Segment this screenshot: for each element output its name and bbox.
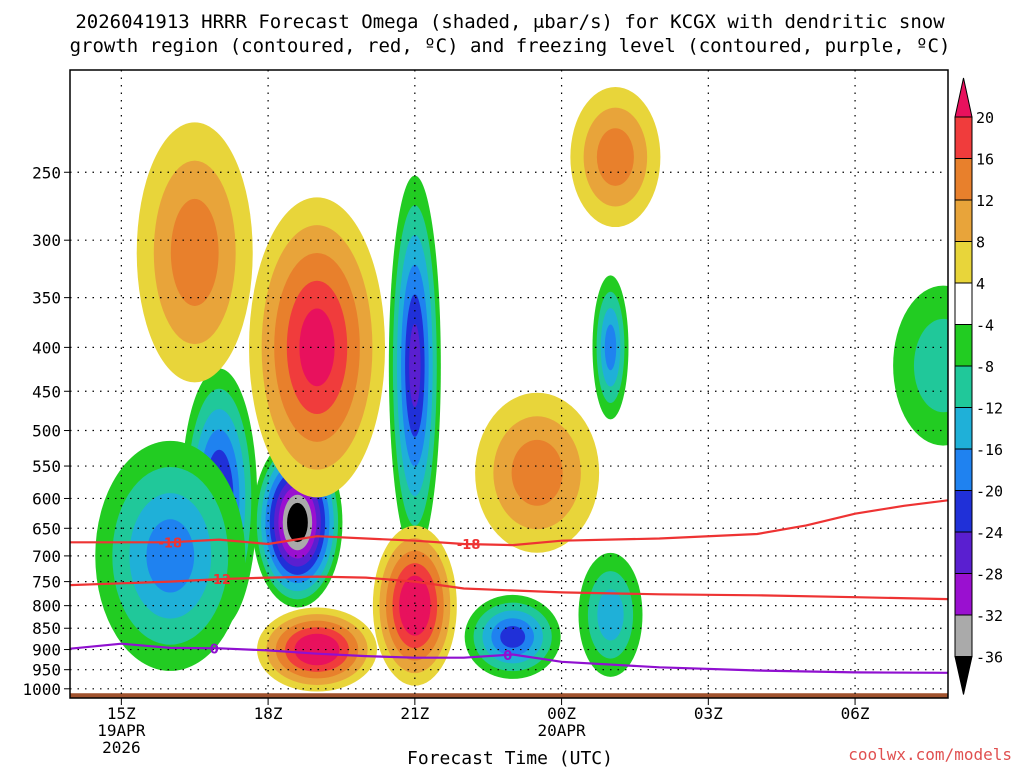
omega-cell-ascent-lower-23z xyxy=(464,594,561,679)
y-tick-label-550: 550 xyxy=(32,457,61,476)
omega-cell-descent-18z-low xyxy=(257,607,378,692)
x-tick-label-4-0: 03Z xyxy=(694,704,723,723)
omega-band-ascent-core-18z--40 xyxy=(291,511,304,534)
x-axis-label: Forecast Time (UTC) xyxy=(407,748,613,768)
y-tick-label-350: 350 xyxy=(32,289,61,308)
x-tick-label-3-0: 00Z xyxy=(547,704,576,723)
contour-freezing-level-0c xyxy=(70,642,948,674)
omega-band-ascent-lower-23z--20 xyxy=(500,626,526,648)
colorbar-label-12: -32 xyxy=(976,607,1003,625)
colorbar-segment-4 xyxy=(954,241,973,284)
colorbar-segment-10 xyxy=(954,490,973,533)
omega-cell-ascent-01z-low xyxy=(578,552,643,677)
omega-cell-descent-23z-mid xyxy=(475,392,600,553)
colorbar-segment-3 xyxy=(954,199,973,242)
omega-shading xyxy=(95,87,948,692)
colorbar-segment-6 xyxy=(954,324,973,367)
y-tick-label-250: 250 xyxy=(32,163,61,182)
omega-cell-descent-01z-upper xyxy=(570,87,661,228)
y-tick-label-400: 400 xyxy=(32,338,61,357)
y-tick-label-650: 650 xyxy=(32,519,61,538)
omega-band-descent-19z-upper-20 xyxy=(299,308,335,387)
colorbar-label-2: 12 xyxy=(976,192,994,210)
contour-label-freezing-level-0c-1: 0 xyxy=(503,649,512,664)
y-tick-label-600: 600 xyxy=(32,489,61,508)
omega-band-ascent-21z-column--24 xyxy=(409,324,421,408)
terrain-surface xyxy=(70,693,948,698)
omega-band-descent-21z-low-24 xyxy=(405,588,425,624)
colorbar-label-9: -20 xyxy=(976,483,1003,501)
y-tick-label-800: 800 xyxy=(32,597,61,616)
contour-dgz-minus-18 xyxy=(70,499,948,547)
x-tick-label-1-0: 18Z xyxy=(254,704,283,723)
contour-label-dgz-minus-12-0: -12 xyxy=(207,573,231,588)
x-tick-label-0-2: 2026 xyxy=(102,738,141,757)
y-tick-label-450: 450 xyxy=(32,382,61,401)
plot-frame xyxy=(69,69,949,699)
x-tick-label-5-0: 06Z xyxy=(841,704,870,723)
omega-cell-descent-19z-upper xyxy=(249,197,386,498)
omega-band-descent-01z-upper-12 xyxy=(596,128,634,186)
colorbar-label-10: -24 xyxy=(976,524,1003,542)
colorbar-segment-12 xyxy=(954,573,973,616)
colorbar-label-0: 20 xyxy=(976,109,994,127)
colorbar-segment-2 xyxy=(954,158,973,201)
omega-band-descent-23z-mid-12 xyxy=(511,439,563,506)
colorbar-segment-7 xyxy=(954,365,973,408)
y-tick-label-1000: 1000 xyxy=(22,680,61,699)
colorbar-segment-8 xyxy=(954,407,973,450)
y-tick-label-700: 700 xyxy=(32,547,61,566)
y-axis: 250 300 350 400 450 500 550 600 650 700 750 800 850 9… xyxy=(22,163,70,699)
omega-cell-descent-15z-upper xyxy=(136,122,253,383)
contour-label-dgz-minus-18-0: -18 xyxy=(159,536,183,551)
omega-cell-descent-21z-low xyxy=(372,525,457,686)
chart-title-line-2: growth region (contoured, red, ºC) and f… xyxy=(70,35,951,57)
omega-band-ascent-01z-low--12 xyxy=(597,589,624,641)
y-tick-label-500: 500 xyxy=(32,422,61,441)
y-tick-label-300: 300 xyxy=(32,231,61,250)
contour-lines: -18 -18 -12 0 0 xyxy=(70,499,948,674)
colorbar-label-8: -16 xyxy=(976,441,1003,459)
y-tick-label-850: 850 xyxy=(32,619,61,638)
colorbar-label-13: -36 xyxy=(976,649,1003,667)
x-tick-label-3-1: 20APR xyxy=(537,721,586,740)
contour-label-dgz-minus-18-1: -18 xyxy=(457,538,481,553)
contour-label-freezing-level-0c-0: 0 xyxy=(210,642,219,657)
terrain-fill xyxy=(70,693,948,698)
colorbar-label-7: -12 xyxy=(976,400,1003,418)
colorbar-top-arrow xyxy=(954,77,973,118)
colorbar-segment-9 xyxy=(954,448,973,491)
omega-band-descent-15z-upper-12 xyxy=(170,198,219,306)
colorbar-segment-11 xyxy=(954,531,973,574)
x-tick-label-0-0: 15Z xyxy=(107,704,136,723)
colorbar-label-5: -4 xyxy=(976,317,994,335)
colorbar-label-3: 8 xyxy=(976,234,985,252)
colorbar-label-11: -28 xyxy=(976,566,1003,584)
colorbar-segment-13 xyxy=(954,614,973,657)
omega-band-ascent-16z--16 xyxy=(146,519,195,593)
y-tick-label-750: 750 xyxy=(32,573,61,592)
omega-cell-ascent-16z xyxy=(95,440,246,671)
colorbar-segment-1 xyxy=(954,116,973,159)
x-tick-label-2-0: 21Z xyxy=(400,704,429,723)
x-tick-label-0-1: 19APR xyxy=(97,721,146,740)
colorbar-label-1: 16 xyxy=(976,151,994,169)
contour-dgz-minus-12 xyxy=(70,575,948,601)
colorbar: 20 16 12 8 4 -4 -8 -12 -16 -20 -24 -28 -32 -36 xyxy=(954,77,1003,695)
omega-cell-ascent-07z xyxy=(893,285,948,446)
omega-band-ascent-07z--8 xyxy=(913,318,948,413)
y-tick-label-950: 950 xyxy=(32,661,61,680)
colorbar-bottom-arrow xyxy=(954,656,973,695)
chart-title-line-1: 2026041913 HRRR Forecast Omega (shaded, … xyxy=(75,11,945,33)
colorbar-segment-5 xyxy=(954,282,973,325)
colorbar-label-4: 4 xyxy=(976,275,985,293)
y-tick-label-900: 900 xyxy=(32,641,61,660)
credit-text: coolwx.com/models xyxy=(848,745,1012,764)
colorbar-label-6: -8 xyxy=(976,358,994,376)
